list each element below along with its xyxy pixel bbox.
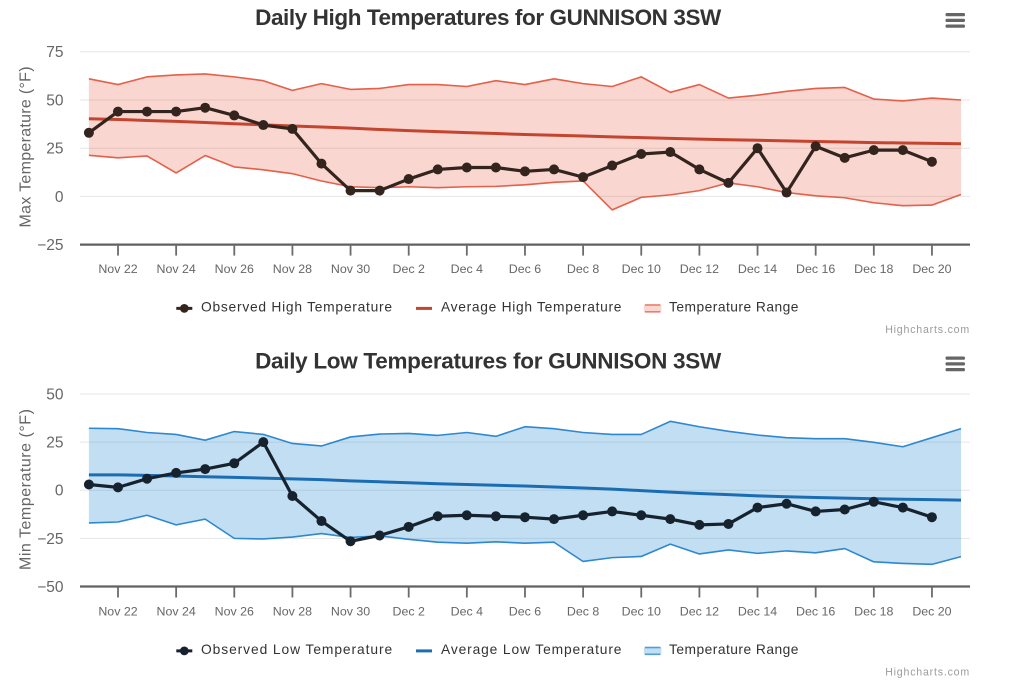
- svg-text:Dec 4: Dec 4: [451, 604, 483, 618]
- svg-text:Temperature Range: Temperature Range: [669, 642, 799, 657]
- svg-text:Min Temperature (°F): Min Temperature (°F): [18, 409, 35, 570]
- svg-text:Daily High Temperatures for GU: Daily High Temperatures for GUNNISON 3SW: [255, 5, 722, 30]
- svg-text:Max Temperature (°F): Max Temperature (°F): [18, 66, 35, 227]
- svg-text:Dec 14: Dec 14: [738, 604, 777, 618]
- svg-text:Dec 18: Dec 18: [854, 262, 893, 276]
- svg-text:Nov 24: Nov 24: [157, 604, 196, 618]
- svg-text:Dec 6: Dec 6: [509, 604, 541, 618]
- svg-text:Average Low Temperature: Average Low Temperature: [441, 642, 622, 657]
- svg-text:25: 25: [46, 141, 63, 158]
- svg-text:Dec 8: Dec 8: [567, 262, 599, 276]
- svg-text:0: 0: [55, 483, 64, 500]
- svg-text:−25: −25: [37, 237, 63, 254]
- svg-text:Nov 24: Nov 24: [157, 262, 196, 276]
- svg-text:Dec 16: Dec 16: [796, 262, 835, 276]
- svg-text:−50: −50: [37, 579, 64, 596]
- svg-text:Highcharts.com: Highcharts.com: [885, 667, 970, 679]
- svg-text:Dec 12: Dec 12: [680, 604, 719, 618]
- svg-text:Highcharts.com: Highcharts.com: [885, 324, 970, 336]
- svg-text:Temperature Range: Temperature Range: [669, 299, 799, 314]
- svg-text:Dec 20: Dec 20: [912, 604, 951, 618]
- svg-text:50: 50: [46, 386, 64, 403]
- svg-text:Nov 28: Nov 28: [273, 604, 312, 618]
- svg-text:Dec 2: Dec 2: [393, 262, 425, 276]
- svg-text:0: 0: [55, 189, 64, 206]
- svg-text:Nov 30: Nov 30: [331, 604, 370, 618]
- svg-text:Dec 4: Dec 4: [451, 262, 483, 276]
- svg-text:Dec 10: Dec 10: [622, 262, 661, 276]
- svg-text:Nov 30: Nov 30: [331, 262, 370, 276]
- svg-text:Average High Temperature: Average High Temperature: [441, 299, 622, 314]
- svg-text:Dec 16: Dec 16: [796, 604, 835, 618]
- svg-text:Observed High Temperature: Observed High Temperature: [201, 299, 393, 314]
- svg-text:Dec 14: Dec 14: [738, 262, 777, 276]
- svg-text:25: 25: [46, 435, 63, 452]
- svg-text:Nov 22: Nov 22: [98, 604, 137, 618]
- svg-text:50: 50: [46, 92, 64, 109]
- svg-text:Nov 22: Nov 22: [98, 262, 137, 276]
- svg-text:Dec 12: Dec 12: [680, 262, 719, 276]
- svg-text:Nov 26: Nov 26: [215, 604, 254, 618]
- svg-text:75: 75: [46, 44, 63, 61]
- svg-text:Dec 10: Dec 10: [622, 604, 661, 618]
- svg-text:Dec 20: Dec 20: [912, 262, 951, 276]
- svg-text:Daily Low Temperatures for GUN: Daily Low Temperatures for GUNNISON 3SW: [255, 349, 722, 374]
- svg-text:−25: −25: [37, 531, 63, 548]
- svg-text:Dec 6: Dec 6: [509, 262, 541, 276]
- svg-text:Nov 28: Nov 28: [273, 262, 312, 276]
- svg-text:Observed Low Temperature: Observed Low Temperature: [201, 642, 393, 657]
- svg-text:Dec 18: Dec 18: [854, 604, 893, 618]
- svg-text:Dec 2: Dec 2: [393, 604, 425, 618]
- svg-text:Dec 8: Dec 8: [567, 604, 599, 618]
- svg-text:Nov 26: Nov 26: [215, 262, 254, 276]
